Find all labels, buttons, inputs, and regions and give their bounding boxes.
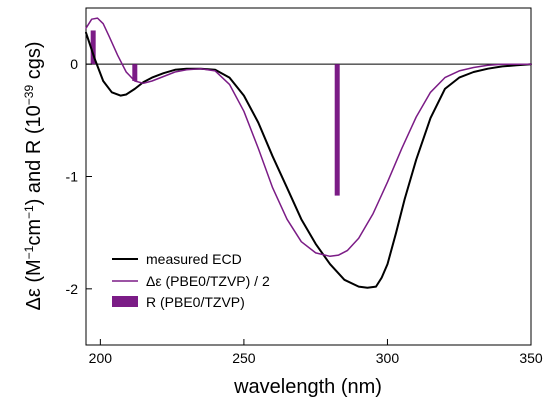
x-tick-label: 200	[89, 350, 113, 366]
rotatory-strength-bar	[132, 64, 138, 82]
x-axis-title: wavelength (nm)	[233, 376, 382, 398]
legend-label-calculated: Δε (PBE0/TZVP) / 2	[146, 273, 270, 289]
line-layer	[85, 17, 532, 289]
x-axis: 200 250 300 350	[89, 339, 543, 366]
y-title-part: cgs)	[23, 42, 45, 85]
bar-layer	[90, 30, 340, 196]
legend-label-measured: measured ECD	[146, 251, 242, 267]
y-title-part: ) and R (10	[23, 105, 45, 205]
calculated-ecd-line	[85, 17, 532, 258]
x-tick-label: 250	[232, 350, 256, 366]
y-title-sup: −1	[22, 245, 36, 259]
y-title-part: Δε (M	[23, 259, 45, 310]
rotatory-strength-bar	[334, 64, 340, 196]
x-tick-label: 300	[376, 350, 400, 366]
legend-swatch-rotatory	[112, 296, 138, 307]
rotatory-strength-bar	[90, 30, 96, 65]
measured-ecd-line	[85, 31, 532, 289]
y-tick-label: -1	[66, 169, 79, 185]
x-tick-label: 350	[519, 350, 543, 366]
y-axis-title: Δε (M−1cm−1) and R (10−39 cgs)	[22, 42, 45, 311]
y-title-sup: −39	[22, 85, 36, 106]
y-tick-label: -2	[66, 281, 79, 297]
legend-label-rotatory: R (PBE0/TZVP)	[146, 294, 245, 310]
y-axis: -2 -1 0	[66, 56, 92, 297]
y-tick-label: 0	[70, 56, 78, 72]
y-title-part: cm	[23, 219, 45, 246]
y-title-sup: −1	[22, 205, 36, 219]
legend: measured ECD Δε (PBE0/TZVP) / 2 R (PBE0/…	[112, 251, 270, 310]
